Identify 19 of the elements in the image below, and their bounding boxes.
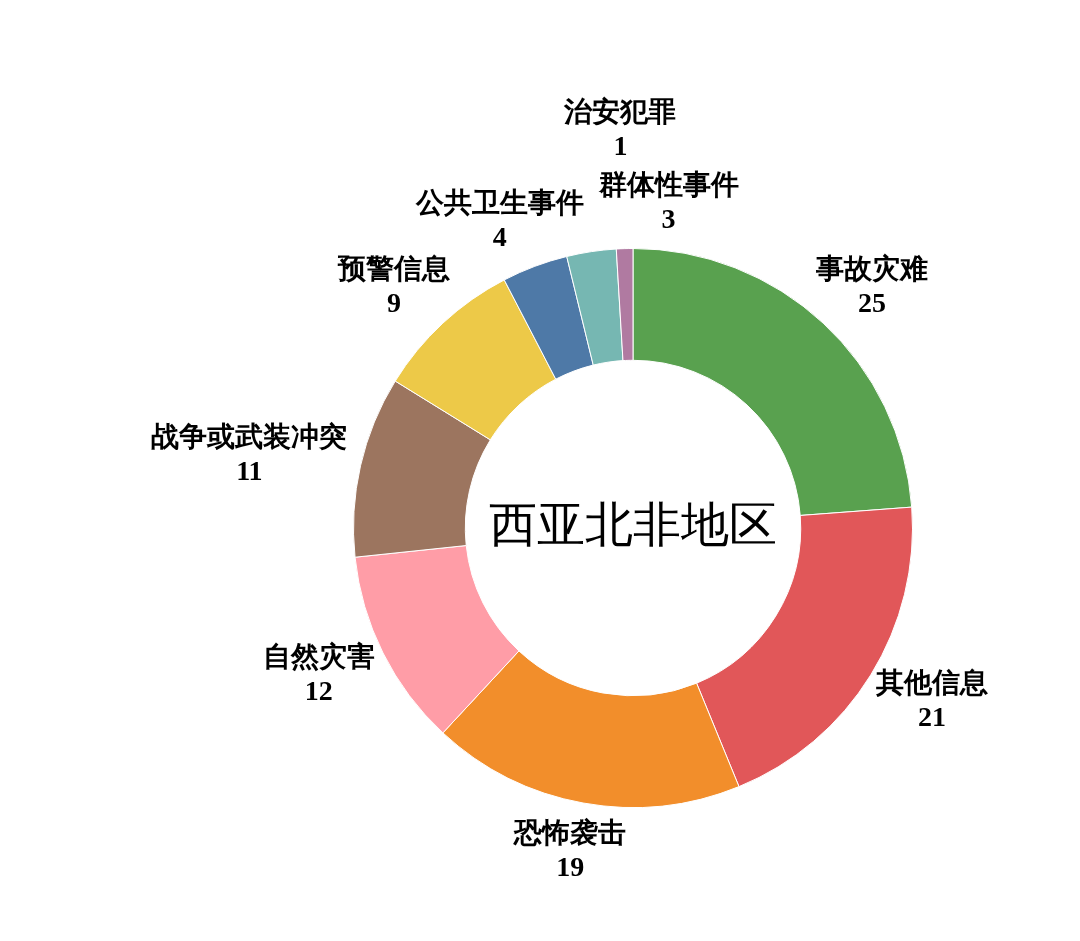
data-label: 9	[386, 287, 401, 319]
data-label: 25	[858, 287, 887, 319]
slice-label: 战争或武装冲突	[151, 421, 348, 453]
data-label: 3	[661, 203, 676, 235]
slice-label: 其他信息	[875, 666, 989, 698]
slice-label: 事故灾难	[815, 253, 929, 285]
slice-label: 预警信息	[336, 253, 450, 285]
data-label: 1	[613, 129, 628, 161]
slice-label: 公共卫生事件	[414, 186, 584, 218]
data-label: 19	[556, 851, 585, 883]
slice-label: 自然灾害	[262, 641, 375, 673]
slice-label: 治安犯罪	[563, 95, 677, 127]
slice-label: 恐怖袭击	[513, 817, 627, 849]
text: 西亚北非地区	[489, 497, 777, 551]
data-label: 11	[236, 455, 263, 487]
data-label: 21	[918, 700, 947, 732]
data-label: 12	[304, 675, 333, 707]
data-label: 4	[492, 220, 507, 252]
slice-label: 群体性事件	[597, 169, 739, 201]
